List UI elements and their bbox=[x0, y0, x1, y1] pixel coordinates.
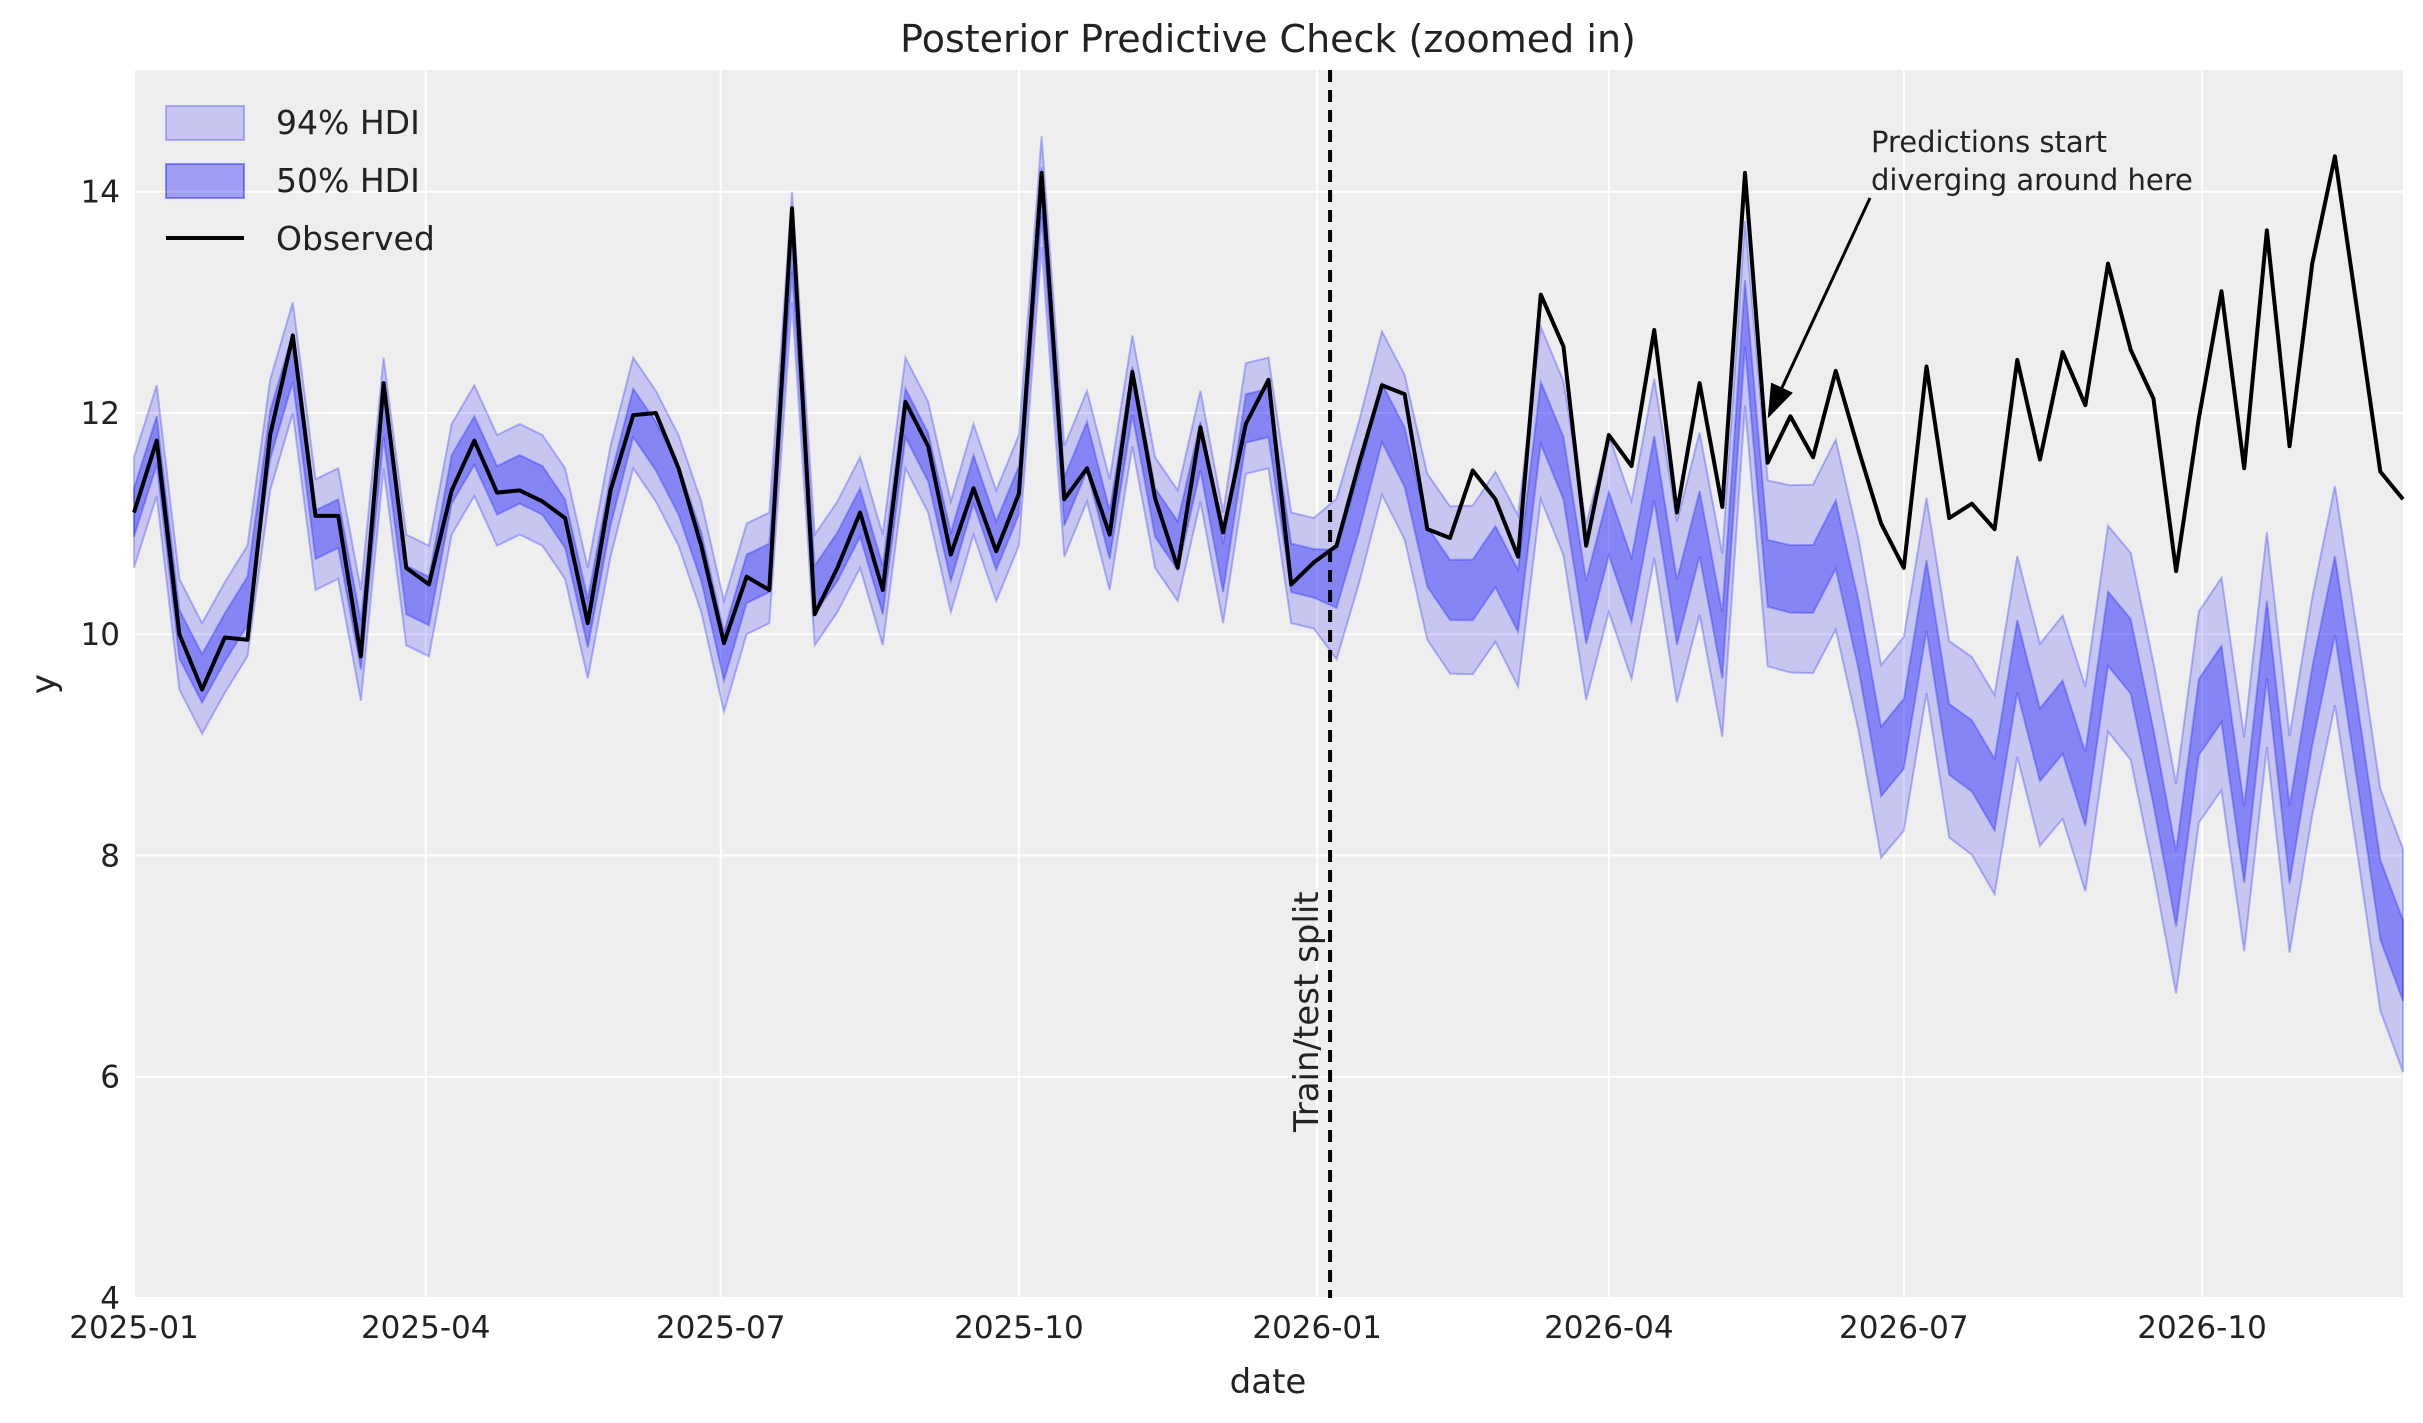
y-tick-label: 12 bbox=[81, 396, 120, 432]
hdi-94-band bbox=[133, 136, 2404, 1073]
x-axis-label: date bbox=[1230, 1362, 1307, 1402]
y-tick-label: 14 bbox=[81, 175, 120, 211]
annotation-line-2: diverging around here bbox=[1871, 163, 2193, 197]
hdi-50-band bbox=[133, 167, 2404, 1002]
annotation: Predictions start diverging around here bbox=[1767, 125, 2193, 419]
x-tick-label: 2025-07 bbox=[656, 1310, 786, 1346]
legend-label-50: 50% HDI bbox=[276, 161, 420, 200]
y-tick-label: 4 bbox=[100, 1281, 120, 1317]
x-ticks: 2025-01 2025-04 2025-07 2025-10 2026-01 2026-… bbox=[69, 1310, 2267, 1346]
x-tick-label: 2025-04 bbox=[361, 1310, 491, 1346]
x-tick-label: 2025-10 bbox=[954, 1310, 1084, 1346]
x-tick-label: 2026-07 bbox=[1839, 1310, 1969, 1346]
legend-swatch-94 bbox=[165, 105, 245, 141]
y-tick-label: 6 bbox=[100, 1060, 120, 1096]
plot-area bbox=[134, 70, 2403, 1298]
train-test-split: Train/test split bbox=[1287, 70, 1333, 1298]
hdi-bands bbox=[133, 136, 2404, 1073]
observed-line bbox=[132, 154, 2405, 692]
chart-title: Posterior Predictive Check (zoomed in) bbox=[900, 17, 1636, 61]
annotation-arrow bbox=[1778, 197, 1872, 392]
x-tick-label: 2026-01 bbox=[1252, 1310, 1382, 1346]
y-tick-label: 8 bbox=[100, 838, 120, 874]
split-label: Train/test split bbox=[1287, 891, 1327, 1133]
x-tick-label: 2026-04 bbox=[1544, 1310, 1674, 1346]
annotation-line-1: Predictions start bbox=[1871, 125, 2107, 159]
x-tick-label: 2025-01 bbox=[69, 1310, 199, 1346]
annotation-arrowhead bbox=[1767, 382, 1793, 419]
legend-swatch-50 bbox=[165, 163, 245, 199]
observed-series bbox=[132, 154, 2405, 692]
legend-label-94: 94% HDI bbox=[276, 103, 420, 142]
legend-label-observed: Observed bbox=[276, 219, 435, 258]
y-tick-label: 10 bbox=[81, 617, 120, 653]
y-ticks: 4 6 8 10 12 14 bbox=[81, 175, 120, 1317]
y-axis-label: y bbox=[24, 674, 64, 694]
x-tick-label: 2026-10 bbox=[2137, 1310, 2267, 1346]
grid bbox=[133, 70, 2403, 1299]
legend: 94% HDI 50% HDI Observed bbox=[165, 103, 435, 258]
